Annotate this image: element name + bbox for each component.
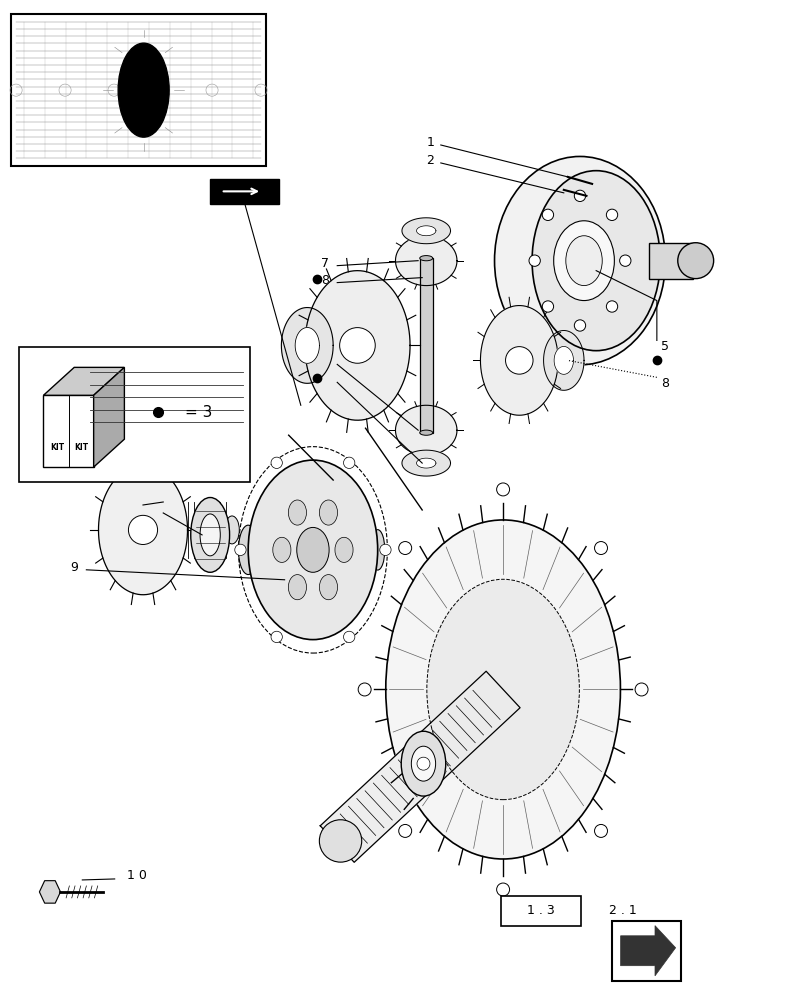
Bar xyxy=(11,14,266,166)
Text: 1 0: 1 0 xyxy=(127,869,147,882)
Polygon shape xyxy=(281,308,333,383)
Circle shape xyxy=(677,243,713,279)
Polygon shape xyxy=(93,367,124,467)
Polygon shape xyxy=(480,306,557,415)
Polygon shape xyxy=(294,327,319,363)
Text: 1 . 3: 1 . 3 xyxy=(526,904,555,917)
Polygon shape xyxy=(620,926,675,976)
Text: 6: 6 xyxy=(151,484,159,497)
Polygon shape xyxy=(416,458,436,468)
Circle shape xyxy=(358,683,371,696)
Circle shape xyxy=(398,824,411,837)
Ellipse shape xyxy=(401,731,445,796)
Polygon shape xyxy=(40,881,60,903)
Polygon shape xyxy=(44,367,124,395)
Bar xyxy=(648,243,693,279)
Bar xyxy=(210,179,279,204)
Text: = 3: = 3 xyxy=(185,405,212,420)
Circle shape xyxy=(528,255,539,266)
Circle shape xyxy=(634,683,647,696)
Text: 1: 1 xyxy=(151,506,159,519)
Ellipse shape xyxy=(494,156,665,365)
Circle shape xyxy=(542,209,553,221)
Ellipse shape xyxy=(531,171,659,351)
Polygon shape xyxy=(320,671,519,862)
Circle shape xyxy=(343,631,354,643)
Ellipse shape xyxy=(385,520,620,859)
Circle shape xyxy=(606,301,617,312)
Circle shape xyxy=(380,544,391,556)
Text: 4: 4 xyxy=(321,356,328,369)
Ellipse shape xyxy=(225,516,239,544)
Text: 2 . 1: 2 . 1 xyxy=(608,904,636,917)
Polygon shape xyxy=(395,236,457,286)
Polygon shape xyxy=(395,405,457,455)
Circle shape xyxy=(271,631,282,643)
Ellipse shape xyxy=(419,256,432,261)
Ellipse shape xyxy=(191,498,230,572)
Ellipse shape xyxy=(319,500,337,525)
Text: 9: 9 xyxy=(71,561,78,574)
Ellipse shape xyxy=(419,430,432,435)
Circle shape xyxy=(573,320,585,331)
Circle shape xyxy=(594,542,607,554)
Text: 8: 8 xyxy=(660,377,668,390)
Ellipse shape xyxy=(370,530,384,570)
Ellipse shape xyxy=(118,43,169,137)
Circle shape xyxy=(496,483,509,496)
Ellipse shape xyxy=(335,537,353,562)
Ellipse shape xyxy=(288,575,306,600)
Polygon shape xyxy=(401,450,450,476)
Text: 5: 5 xyxy=(660,340,668,353)
Polygon shape xyxy=(304,271,410,420)
Text: KIT: KIT xyxy=(50,443,64,452)
Circle shape xyxy=(128,515,157,544)
Circle shape xyxy=(594,824,607,837)
Circle shape xyxy=(271,457,282,468)
Circle shape xyxy=(542,301,553,312)
Text: KIT: KIT xyxy=(75,443,88,452)
Ellipse shape xyxy=(553,221,614,301)
Ellipse shape xyxy=(427,579,579,800)
Circle shape xyxy=(496,883,509,896)
Text: 8: 8 xyxy=(320,274,328,287)
Circle shape xyxy=(319,820,361,862)
Ellipse shape xyxy=(319,575,337,600)
Polygon shape xyxy=(401,218,450,244)
Circle shape xyxy=(573,190,585,202)
Polygon shape xyxy=(416,226,436,236)
Circle shape xyxy=(339,328,375,363)
Text: 7: 7 xyxy=(320,257,328,270)
Ellipse shape xyxy=(272,537,290,562)
Ellipse shape xyxy=(248,460,377,640)
Polygon shape xyxy=(553,346,573,374)
Ellipse shape xyxy=(288,500,306,525)
Circle shape xyxy=(234,544,246,556)
Text: 1: 1 xyxy=(426,136,434,149)
Polygon shape xyxy=(98,465,187,595)
Polygon shape xyxy=(543,330,583,390)
Polygon shape xyxy=(44,395,93,467)
Ellipse shape xyxy=(296,527,328,572)
Circle shape xyxy=(417,757,429,770)
Bar xyxy=(419,258,432,433)
Circle shape xyxy=(505,347,532,374)
Bar xyxy=(501,896,580,926)
Ellipse shape xyxy=(565,236,602,286)
Bar xyxy=(19,347,250,482)
Bar xyxy=(611,921,680,981)
Ellipse shape xyxy=(200,514,220,556)
Circle shape xyxy=(398,542,411,554)
Text: 2: 2 xyxy=(426,154,434,167)
Circle shape xyxy=(606,209,617,221)
Ellipse shape xyxy=(411,746,435,781)
Ellipse shape xyxy=(238,525,258,575)
Text: 7: 7 xyxy=(320,374,328,387)
Circle shape xyxy=(343,457,354,468)
Circle shape xyxy=(619,255,630,266)
